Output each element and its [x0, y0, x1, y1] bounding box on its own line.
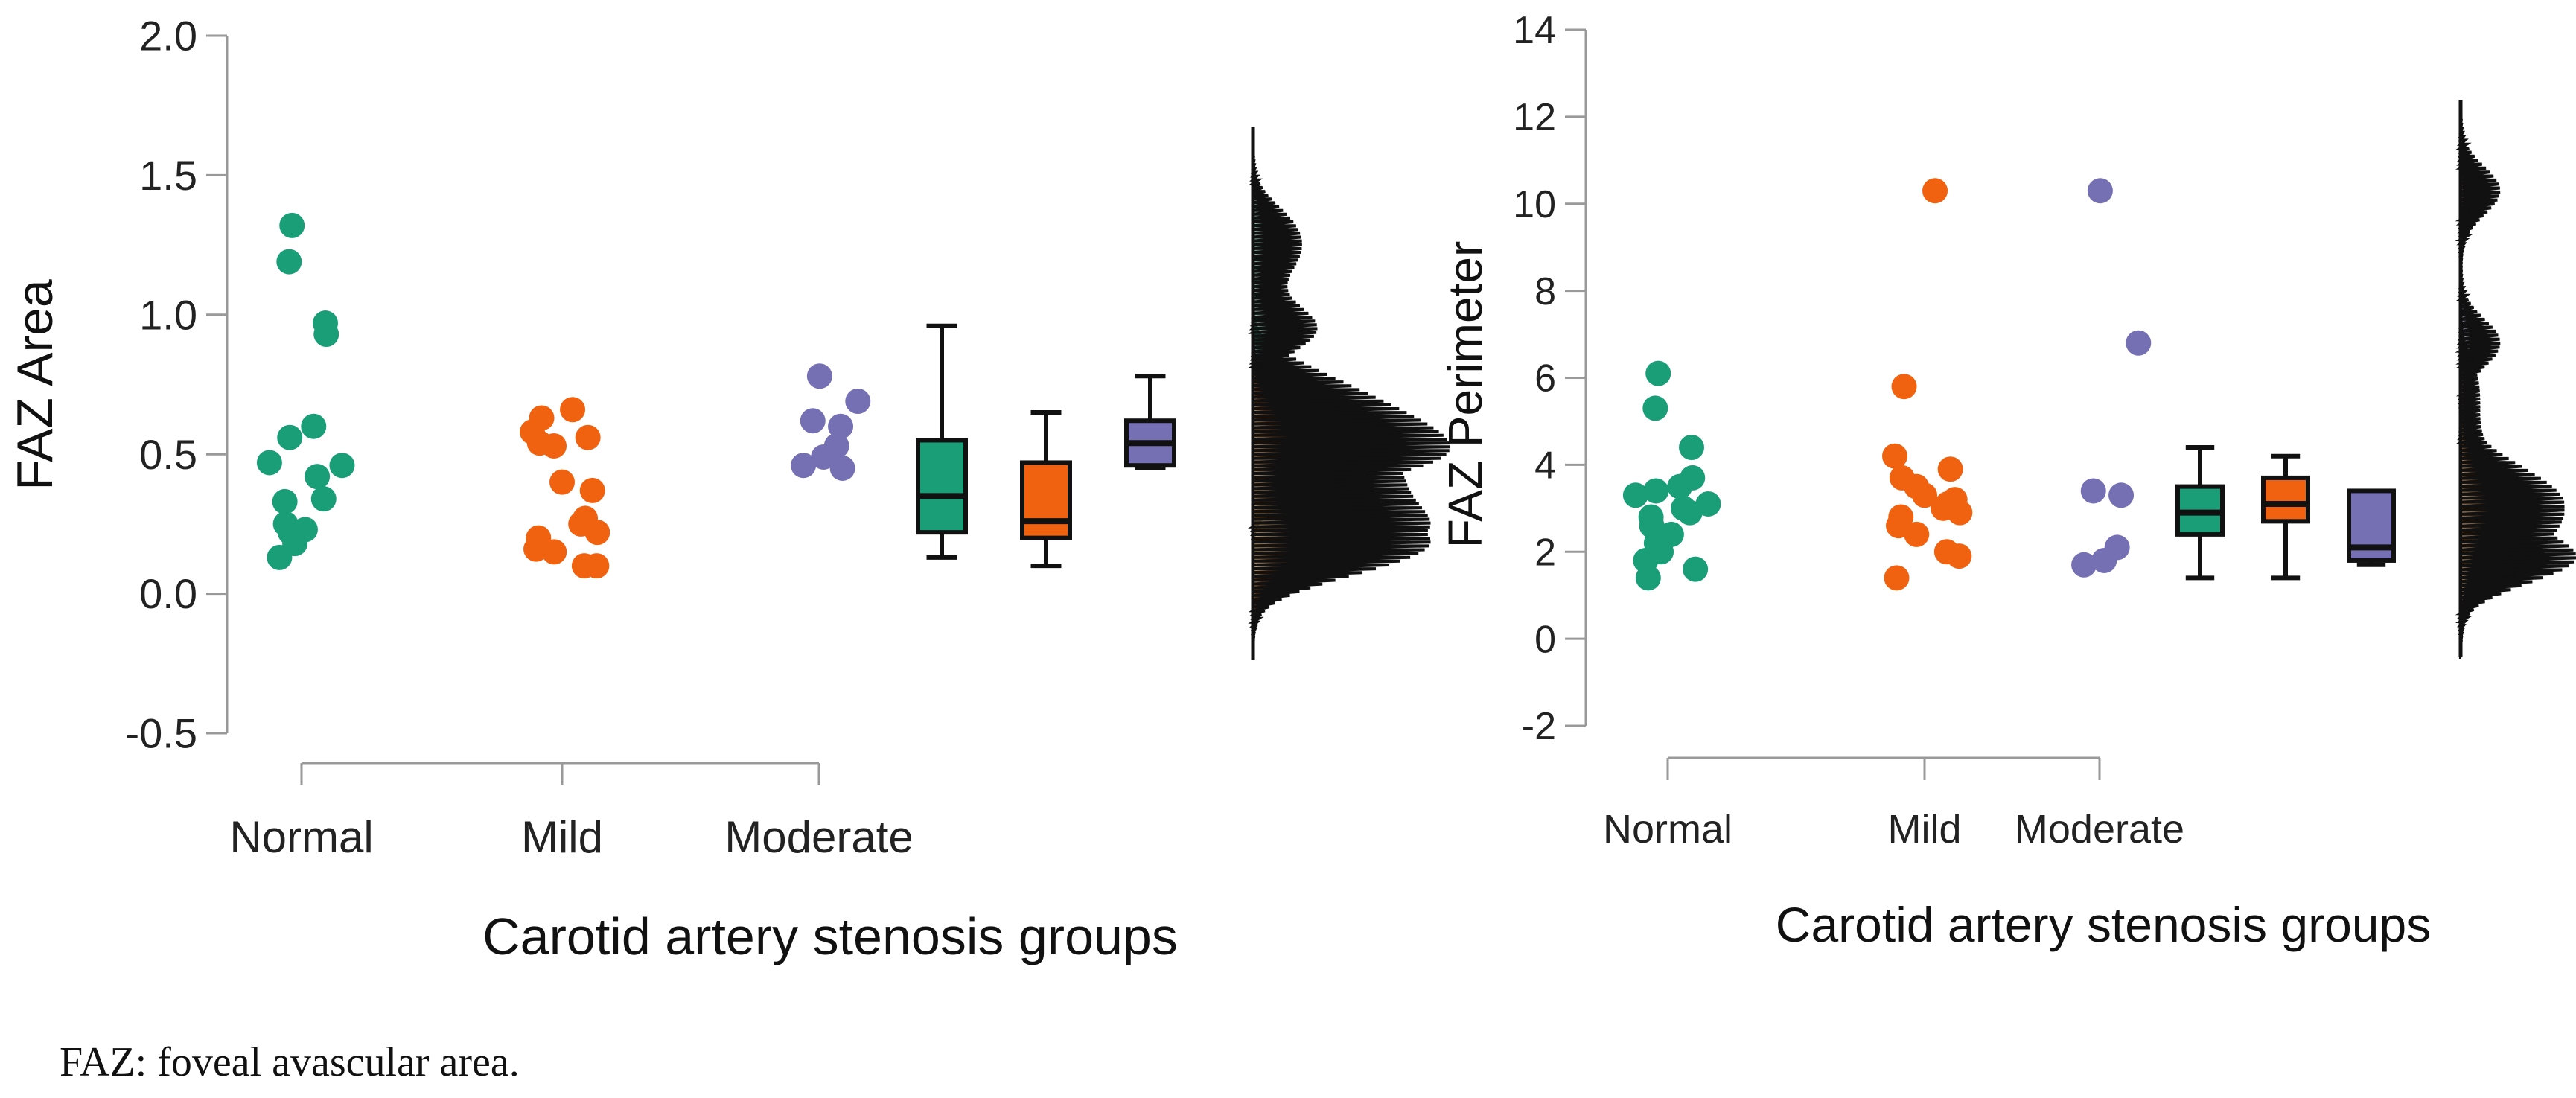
density-mild — [1247, 127, 1431, 661]
y-tick-label: 14 — [1513, 9, 1556, 52]
data-point-normal — [1643, 478, 1669, 504]
data-point-mild — [549, 469, 576, 495]
data-point-normal — [1667, 473, 1693, 499]
y-tick-label: 4 — [1534, 444, 1556, 488]
y-tick-label: 8 — [1534, 270, 1556, 313]
data-point-mild — [1937, 456, 1963, 482]
data-point-mild — [1884, 565, 1910, 591]
x-tick-label: Normal — [1603, 807, 1732, 852]
data-point-moderate — [828, 413, 854, 439]
y-tick-label: 1.0 — [139, 291, 197, 338]
data-point-mild — [584, 520, 610, 546]
data-point-normal — [1642, 395, 1668, 421]
density-mild — [2455, 100, 2565, 659]
y-tick-label: -2 — [1522, 705, 1556, 748]
data-point-moderate — [791, 453, 817, 479]
data-point-normal — [301, 413, 327, 439]
x-axis-label: Carotid artery stenosis groups — [1776, 897, 2431, 952]
data-point-normal — [1622, 482, 1648, 508]
y-tick-label: 2 — [1534, 531, 1556, 574]
data-point-normal — [279, 212, 305, 238]
data-point-mild — [541, 539, 567, 565]
data-point-moderate — [2126, 330, 2152, 356]
x-tick-label: Normal — [229, 812, 373, 862]
data-point-moderate — [800, 408, 826, 434]
data-point-normal — [277, 424, 303, 450]
data-point-normal — [276, 249, 302, 275]
figure-caption: FAZ: foveal avascular area. — [60, 1039, 520, 1085]
data-point-normal — [272, 488, 298, 514]
data-point-mild — [1922, 178, 1948, 204]
data-point-mild — [560, 397, 586, 423]
y-axis-label: FAZ Perimeter — [1438, 241, 1492, 549]
chart-1: -0.5 0.0 0.5 1.0 1.5 2.0 FAZ Area Normal Mild Mod… — [7, 13, 1451, 965]
data-point-moderate — [811, 444, 837, 470]
x-tick-label: Moderate — [724, 812, 913, 862]
y-tick-label: 6 — [1534, 357, 1556, 400]
data-point-normal — [267, 544, 293, 570]
data-point-mild — [1904, 521, 1930, 547]
y-tick-label: 10 — [1513, 183, 1556, 226]
data-point-normal — [329, 453, 355, 479]
y-tick-label: -0.5 — [126, 710, 198, 757]
data-point-normal — [1635, 565, 1661, 591]
y-tick-label: 0 — [1534, 618, 1556, 661]
y-tick-label: 2.0 — [139, 13, 197, 60]
data-point-mild — [1882, 443, 1908, 469]
x-tick-label: Mild — [521, 812, 603, 862]
box-mild — [2261, 475, 2310, 524]
y-tick-label: 12 — [1513, 96, 1556, 139]
data-point-mild — [1912, 482, 1938, 508]
box-mild — [1020, 460, 1072, 540]
data-point-mild — [1946, 543, 1972, 569]
y-tick-label: 1.5 — [139, 152, 197, 199]
data-point-normal — [305, 464, 331, 490]
x-tick-label: Moderate — [2015, 807, 2184, 852]
box-normal — [916, 438, 968, 535]
data-point-normal — [256, 450, 282, 476]
data-point-moderate — [2071, 552, 2097, 578]
data-point-mild — [579, 477, 605, 503]
y-tick-label: 0.0 — [139, 570, 197, 617]
data-point-normal — [1678, 435, 1704, 460]
chart-2: -2 0 2 4 6 8 10 12 14 FAZ Perimeter Normal Mild Mode… — [1438, 9, 2576, 952]
data-point-normal — [1683, 556, 1709, 582]
data-point-normal — [1677, 499, 1703, 526]
x-tick-label: Mild — [1887, 807, 1961, 852]
data-point-moderate — [2080, 478, 2106, 504]
data-point-mild — [1891, 374, 1917, 400]
data-point-normal — [313, 322, 339, 348]
data-point-normal — [310, 486, 337, 512]
data-point-mild — [1947, 499, 1973, 526]
y-tick-label: 0.5 — [139, 431, 197, 478]
data-point-mild — [584, 553, 610, 579]
data-point-moderate — [806, 363, 832, 389]
data-point-moderate — [845, 388, 871, 414]
data-point-moderate — [829, 455, 855, 481]
data-point-mild — [575, 424, 601, 450]
data-point-moderate — [2108, 482, 2135, 508]
data-point-moderate — [2087, 178, 2113, 204]
data-point-mild — [541, 433, 567, 459]
data-point-normal — [1645, 360, 1671, 386]
y-axis-label: FAZ Area — [7, 279, 63, 491]
x-axis-label: Carotid artery stenosis groups — [482, 907, 1178, 965]
data-point-moderate — [2091, 547, 2117, 573]
